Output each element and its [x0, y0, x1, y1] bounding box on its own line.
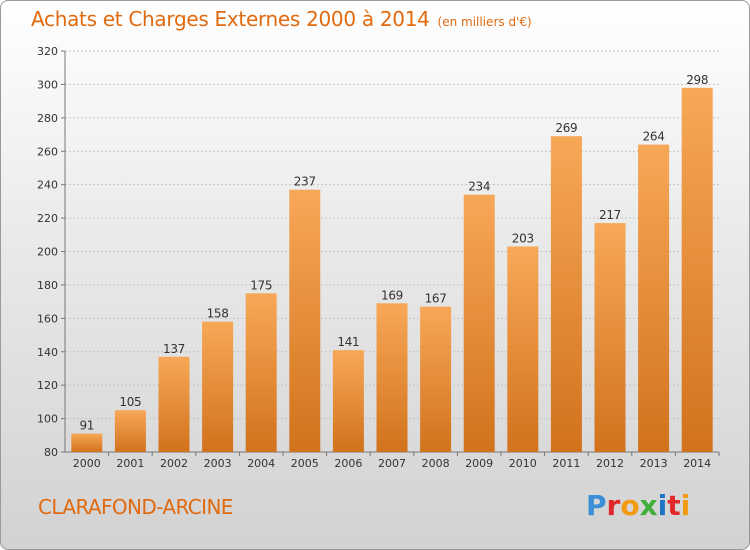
data-label: 237 [294, 175, 316, 189]
x-tick-label: 2010 [509, 457, 537, 470]
y-tick-label: 240 [37, 179, 58, 192]
chart-subtitle: (en milliers d'€) [437, 15, 532, 29]
logo-letter: x [639, 489, 658, 522]
data-label: 91 [79, 419, 94, 433]
data-label: 141 [337, 335, 359, 349]
y-tick-label: 300 [37, 78, 58, 91]
bar [114, 410, 146, 452]
logo-letter: i [680, 489, 691, 522]
x-tick-label: 2014 [683, 457, 711, 470]
data-label: 203 [512, 232, 534, 246]
y-tick-label: 320 [37, 45, 58, 58]
y-tick-label: 180 [37, 279, 58, 292]
data-label: 217 [599, 208, 621, 222]
bar [332, 350, 364, 452]
bar [376, 303, 408, 452]
logo-letter: t [667, 489, 681, 522]
bar [463, 194, 495, 452]
y-tick-label: 280 [37, 112, 58, 125]
chart-title-block: Achats et Charges Externes 2000 à 2014 (e… [31, 7, 532, 31]
data-label: 175 [250, 278, 272, 292]
y-tick-label: 140 [37, 346, 58, 359]
proxiti-logo: Proxiti [586, 489, 690, 522]
data-label: 264 [643, 130, 665, 144]
data-label: 105 [119, 395, 141, 409]
x-tick-label: 2013 [640, 457, 668, 470]
x-tick-label: 2000 [73, 457, 101, 470]
y-tick-label: 260 [37, 145, 58, 158]
x-tick-label: 2002 [160, 457, 188, 470]
x-tick-label: 2009 [465, 457, 493, 470]
x-tick-label: 2003 [204, 457, 232, 470]
logo-letter: r [606, 489, 621, 522]
x-tick-label: 2008 [422, 457, 450, 470]
y-tick-label: 220 [37, 212, 58, 225]
y-tick-label: 200 [37, 246, 58, 259]
x-tick-label: 2004 [247, 457, 275, 470]
x-tick-label: 2012 [596, 457, 624, 470]
logo-letter: P [586, 489, 607, 522]
data-label: 137 [163, 342, 185, 356]
bar [550, 136, 582, 452]
bar [681, 87, 713, 453]
data-label: 269 [555, 121, 577, 135]
chart-title: Achats et Charges Externes 2000 à 2014 [31, 7, 430, 31]
y-tick-label: 120 [37, 379, 58, 392]
bar [507, 246, 539, 452]
logo-letter: o [620, 489, 640, 522]
bar [289, 189, 321, 452]
x-tick-label: 2006 [334, 457, 362, 470]
x-tick-label: 2007 [378, 457, 406, 470]
bar [158, 356, 190, 452]
data-label: 169 [381, 288, 403, 302]
town-name: CLARAFOND-ARCINE [38, 495, 233, 519]
logo-letter: i [657, 489, 668, 522]
y-tick-label: 160 [37, 312, 58, 325]
data-label: 298 [686, 73, 708, 87]
bar [420, 306, 452, 452]
x-tick-label: 2011 [552, 457, 580, 470]
data-label: 158 [207, 307, 229, 321]
bar [245, 293, 277, 452]
x-tick-label: 2005 [291, 457, 319, 470]
bar [638, 144, 670, 452]
y-tick-label: 80 [44, 446, 58, 459]
bar [202, 321, 234, 452]
bar [71, 433, 103, 452]
y-tick-label: 100 [37, 413, 58, 426]
x-tick-label: 2001 [116, 457, 144, 470]
data-label: 167 [425, 292, 447, 306]
data-label: 234 [468, 180, 490, 194]
bar [594, 223, 626, 452]
